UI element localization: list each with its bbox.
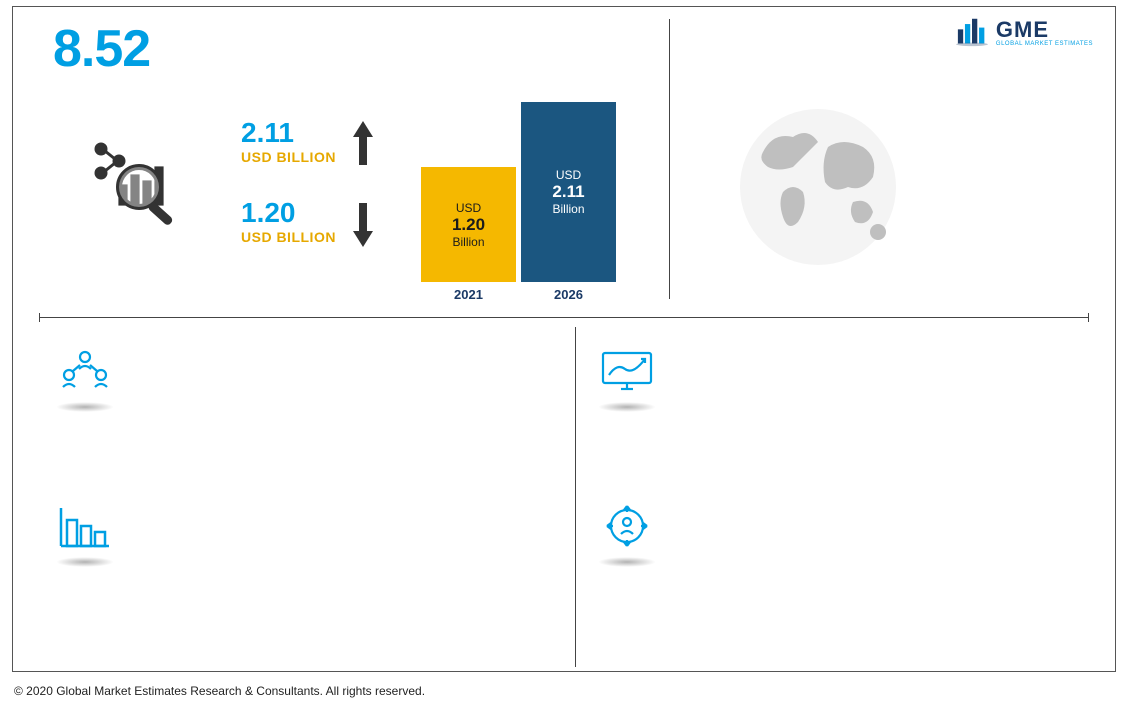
bar-year: 2021 [421,287,516,302]
bar-value: 2.11 [552,182,584,202]
divider-horizontal [39,317,1089,318]
logo-building-icon [954,17,990,47]
market-drivers-icon [55,347,115,402]
copyright-text: © 2020 Global Market Estimates Research … [14,684,425,698]
market-bar-chart: USD1.20Billion2021USD2.11Billion2026 [421,102,641,302]
stat-base-label: USD BILLION [241,229,336,245]
bar-usd: USD [456,201,481,215]
globe-icon [733,102,903,272]
chart-bar-2021: USD1.20Billion2021 [421,167,516,282]
logo-subtext: GLOBAL MARKET ESTIMATES [996,41,1093,47]
bar-year: 2026 [521,287,616,302]
bar-unit: Billion [552,202,584,216]
logo-text: GME [996,17,1093,43]
stat-base-value: 1.20 [241,197,336,229]
chart-bar-2026: USD2.11Billion2026 [521,102,616,282]
target-audience-icon [597,502,657,557]
brand-logo: GME GLOBAL MARKET ESTIMATES [954,17,1093,47]
main-frame: 8.52 GME GLOBAL MARKET ESTIMATES [12,6,1116,672]
bar-value: 1.20 [452,215,485,235]
bar-usd: USD [556,168,581,182]
stat-forecast-value: 2.11 [241,117,336,149]
market-restraints-icon [55,502,115,557]
stat-base: 1.20 USD BILLION [241,197,336,245]
market-opportunity-icon [597,347,657,402]
arrow-up-icon [351,119,375,169]
divider-vertical-bottom [575,327,576,667]
analytics-icon [91,137,191,227]
stat-forecast-label: USD BILLION [241,149,336,165]
divider-vertical-top [669,19,670,299]
cagr-value: 8.52 [53,19,150,79]
stat-forecast: 2.11 USD BILLION [241,117,336,165]
bar-unit: Billion [452,235,484,249]
arrow-down-icon [351,199,375,249]
